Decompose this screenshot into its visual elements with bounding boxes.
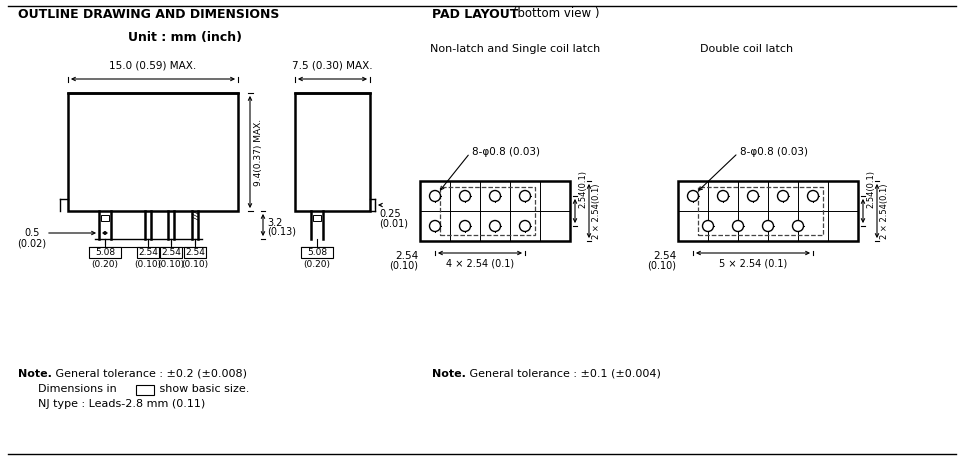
Bar [160, 247, 182, 258]
Bar [101, 215, 109, 221]
Text: 2.54: 2.54 [161, 248, 181, 257]
Circle shape [490, 220, 500, 231]
Text: Note.: Note. [18, 369, 52, 379]
Text: (0.20): (0.20) [92, 261, 119, 269]
Text: 2.54: 2.54 [138, 248, 158, 257]
Text: 0.25: 0.25 [379, 209, 401, 219]
Circle shape [763, 220, 773, 231]
Bar [136, 385, 154, 395]
Text: General tolerance : ±0.1 (±0.004): General tolerance : ±0.1 (±0.004) [466, 369, 661, 379]
Text: (0.10): (0.10) [647, 261, 676, 271]
Text: (0.13): (0.13) [267, 227, 296, 237]
Text: 0.5: 0.5 [24, 228, 40, 238]
Text: 2 × 2.54(0.1): 2 × 2.54(0.1) [880, 183, 889, 239]
Text: 2.54: 2.54 [394, 251, 418, 261]
Bar [698, 187, 823, 235]
Circle shape [717, 190, 729, 202]
Text: NJ type : Leads-2.8 mm (0.11): NJ type : Leads-2.8 mm (0.11) [38, 399, 205, 409]
Text: (0.10): (0.10) [389, 261, 418, 271]
Bar [295, 93, 370, 211]
Text: 2 × 2.54(0.1): 2 × 2.54(0.1) [592, 183, 601, 239]
Text: Non-latch and Single coil latch: Non-latch and Single coil latch [430, 44, 601, 54]
Text: 7.5 (0.30) MAX.: 7.5 (0.30) MAX. [292, 61, 373, 71]
Text: General tolerance : ±0.2 (±0.008): General tolerance : ±0.2 (±0.008) [52, 369, 247, 379]
Text: 2.54: 2.54 [185, 248, 205, 257]
Text: 15.0 (0.59) MAX.: 15.0 (0.59) MAX. [109, 61, 197, 71]
Text: (0.02): (0.02) [17, 238, 46, 248]
Circle shape [808, 190, 818, 202]
Text: 8-φ0.8 (0.03): 8-φ0.8 (0.03) [740, 147, 808, 157]
Text: 5 × 2.54 (0.1): 5 × 2.54 (0.1) [719, 258, 788, 268]
Circle shape [430, 220, 441, 231]
Text: (0.20): (0.20) [304, 261, 331, 269]
Bar [420, 181, 570, 241]
Text: 2.54(0.1): 2.54(0.1) [866, 169, 875, 207]
Text: Note.: Note. [432, 369, 466, 379]
Circle shape [747, 190, 759, 202]
Circle shape [792, 220, 804, 231]
Circle shape [733, 220, 743, 231]
Text: 2.54: 2.54 [653, 251, 676, 261]
Text: 4 × 2.54 (0.1): 4 × 2.54 (0.1) [446, 258, 514, 268]
Text: 5.08: 5.08 [94, 248, 115, 257]
Circle shape [460, 190, 470, 202]
Bar [301, 247, 333, 258]
Text: (0.10): (0.10) [134, 261, 162, 269]
Text: PAD LAYOUT: PAD LAYOUT [432, 7, 519, 21]
Bar [89, 247, 121, 258]
Text: (0.01): (0.01) [379, 218, 408, 228]
Circle shape [490, 190, 500, 202]
Bar [184, 247, 206, 258]
Text: show basic size.: show basic size. [156, 384, 250, 394]
Text: 9.4(0.37) MAX.: 9.4(0.37) MAX. [254, 118, 263, 185]
Text: (bottom view ): (bottom view ) [509, 7, 600, 21]
Text: 3.2: 3.2 [267, 218, 282, 228]
Text: 8-φ0.8 (0.03): 8-φ0.8 (0.03) [472, 147, 540, 157]
Bar [678, 181, 858, 241]
Bar [137, 247, 159, 258]
Circle shape [687, 190, 699, 202]
Circle shape [460, 220, 470, 231]
Text: Unit : mm (inch): Unit : mm (inch) [128, 30, 242, 44]
Bar [68, 93, 238, 211]
Circle shape [778, 190, 789, 202]
Circle shape [520, 220, 530, 231]
Circle shape [703, 220, 713, 231]
Text: Double coil latch: Double coil latch [700, 44, 793, 54]
Bar [440, 187, 535, 235]
Text: 2.54(0.1): 2.54(0.1) [578, 169, 587, 207]
Text: (0.10): (0.10) [157, 261, 184, 269]
Text: Dimensions in: Dimensions in [38, 384, 120, 394]
Circle shape [430, 190, 441, 202]
Bar [313, 215, 321, 221]
Text: 5.08: 5.08 [307, 248, 327, 257]
Text: OUTLINE DRAWING AND DIMENSIONS: OUTLINE DRAWING AND DIMENSIONS [18, 7, 280, 21]
Text: (0.10): (0.10) [181, 261, 208, 269]
Circle shape [520, 190, 530, 202]
